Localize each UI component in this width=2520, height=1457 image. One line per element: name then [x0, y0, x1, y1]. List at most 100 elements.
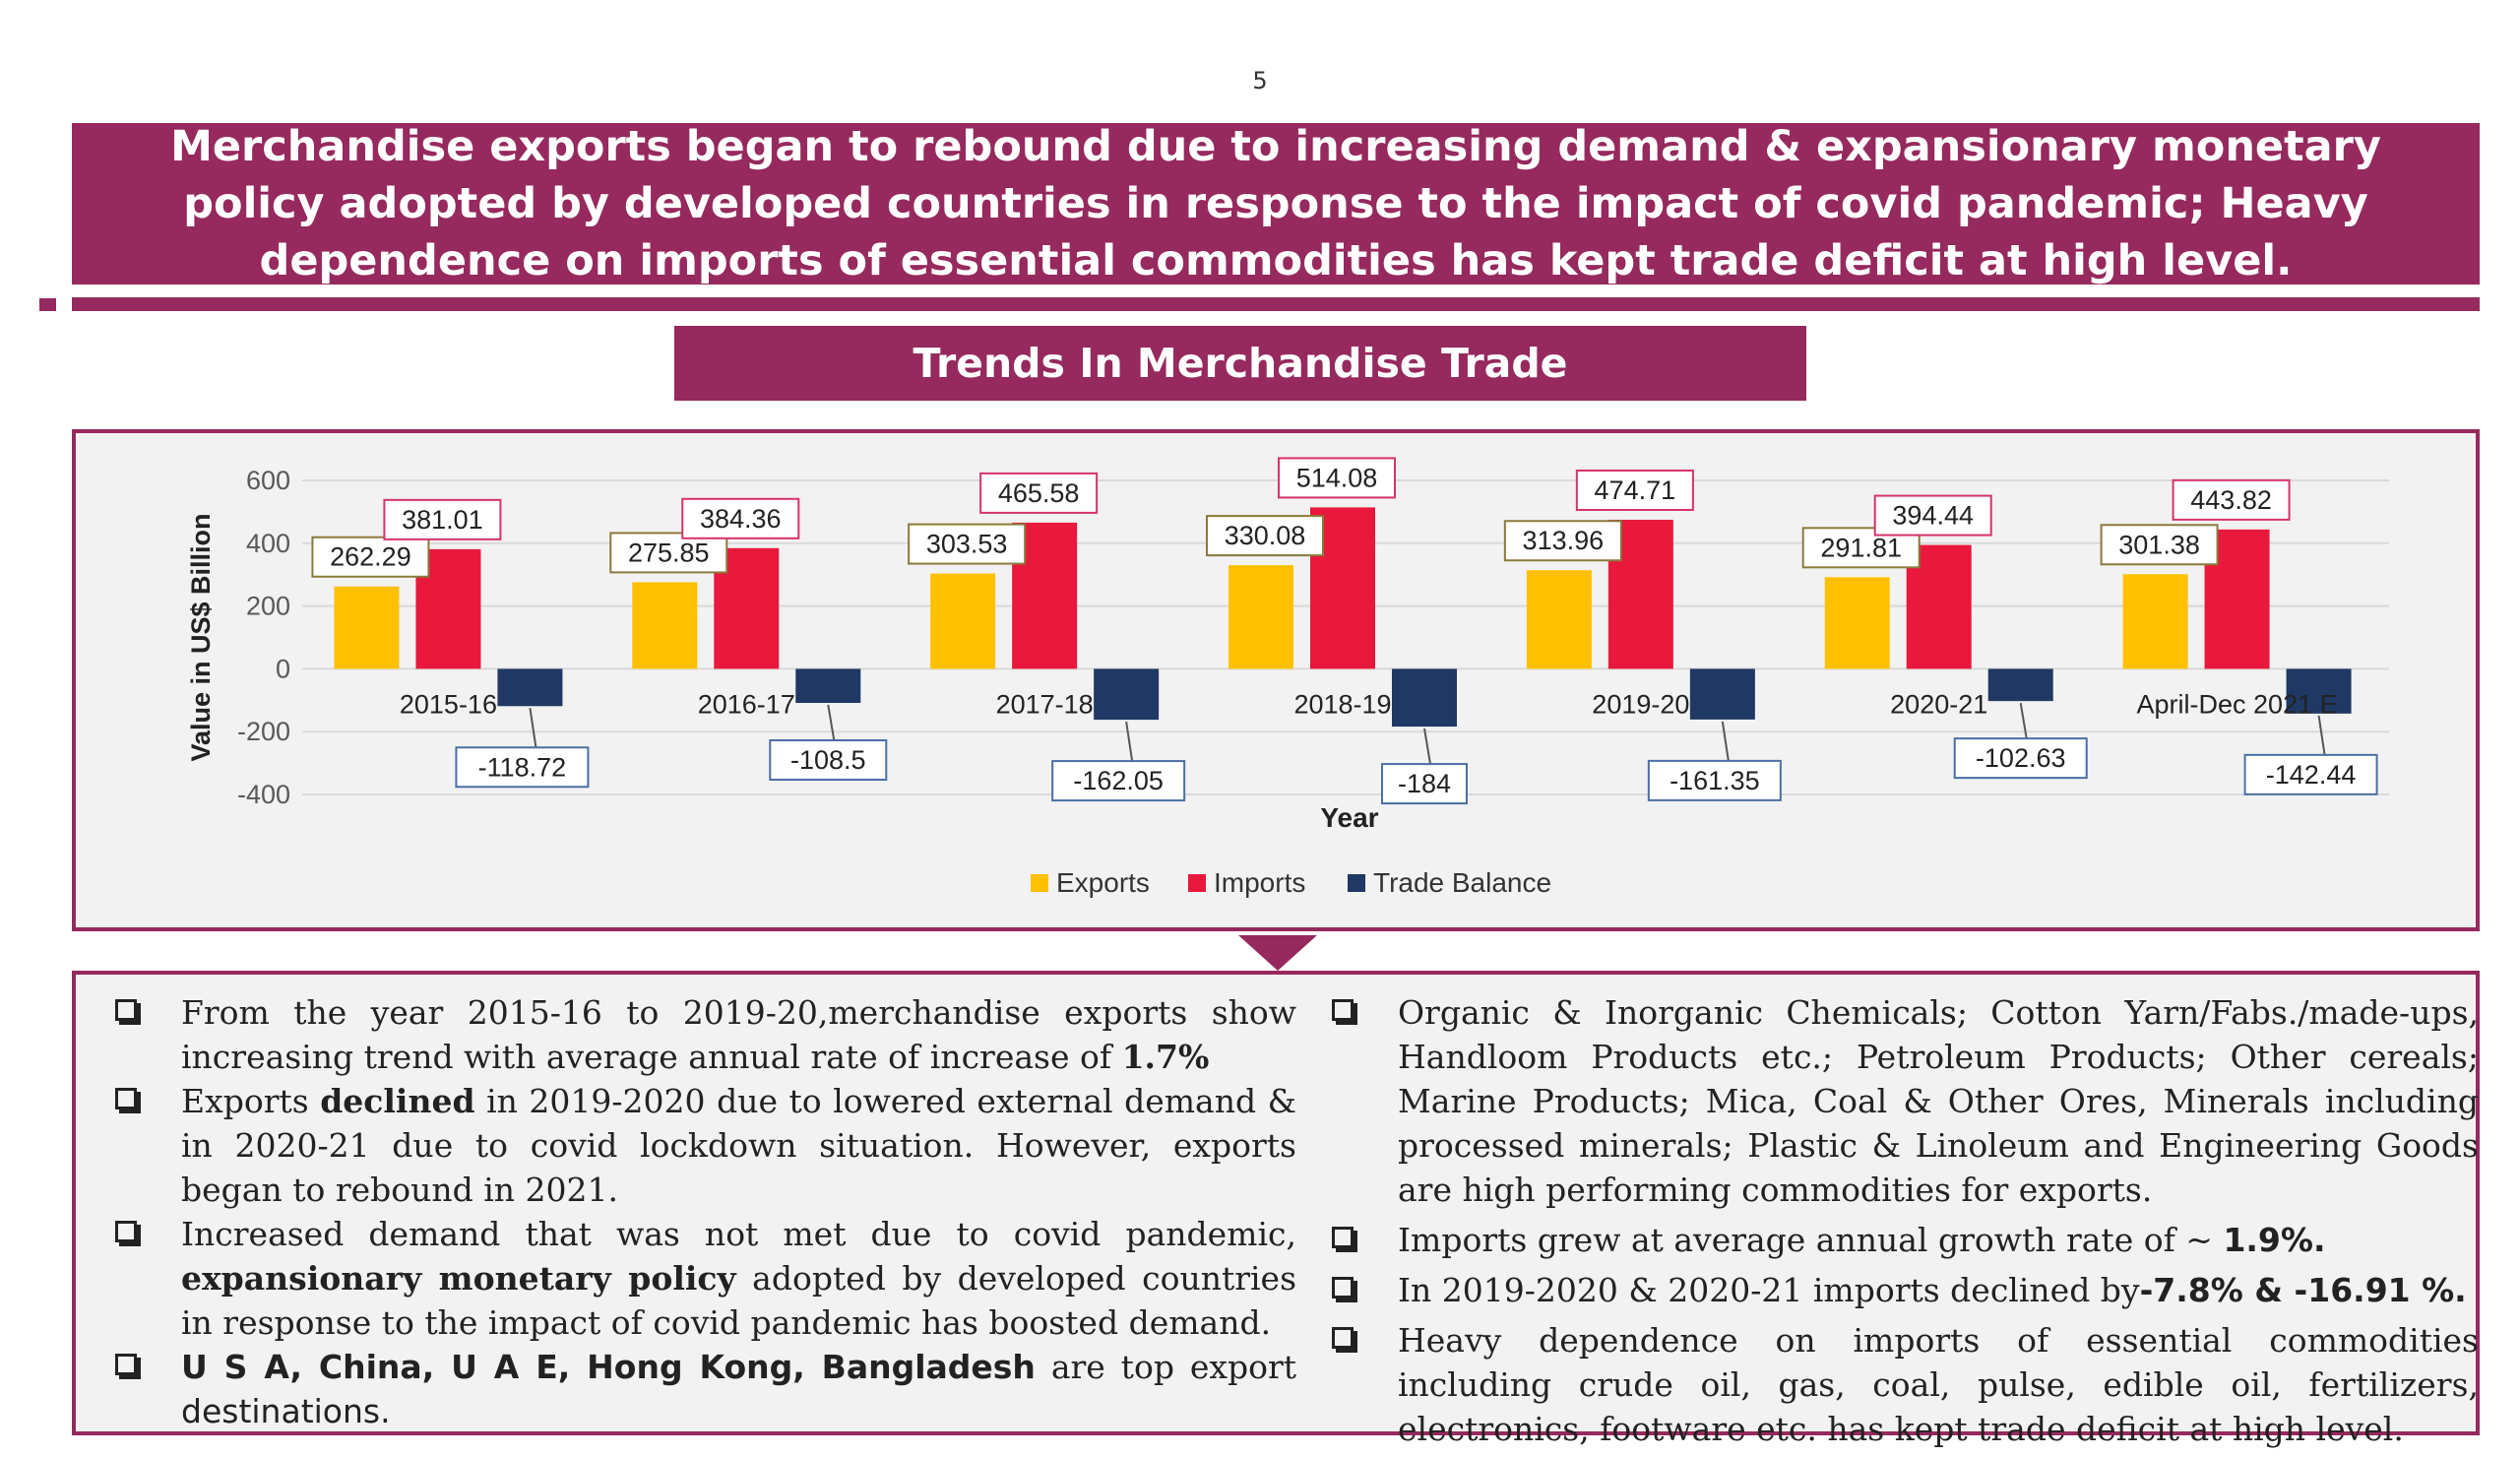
data-label: 474.71 — [1595, 475, 1676, 505]
right-bullet-item: Heavy dependence on imports of essential… — [1332, 1318, 2479, 1451]
right-bullet-item: Organic & Inorganic Chemicals; Cotton Ya… — [1332, 990, 2479, 1212]
checkbox-bullet-icon — [115, 1221, 137, 1242]
trade-chart: 600 400 200 0 -200 -400 Value in US$ Billion 20… — [186, 457, 2389, 898]
y-tick-label: -400 — [237, 780, 290, 809]
bullet-text-segment: in 2019-2020 due to lowered external dem… — [181, 1082, 1296, 1209]
legend-swatch — [1031, 874, 1048, 892]
bullet-text-segment: adopted by developed countries in respon… — [181, 1259, 1297, 1342]
bar-exports — [334, 586, 400, 669]
bar-trade-balance — [2286, 668, 2352, 714]
data-label-box — [1278, 457, 1396, 499]
data-label: -102.63 — [1976, 743, 2066, 773]
headline-text: Merchandise exports began to rebound due… — [170, 122, 2381, 285]
checkbox-bullet-icon — [115, 999, 137, 1021]
data-label-leader — [827, 704, 836, 741]
legend-label: Imports — [1214, 867, 1305, 898]
data-label-box — [908, 523, 1027, 565]
data-label: -161.35 — [1670, 766, 1760, 795]
bullet-text-segment: Heavy dependence on imports of essential… — [1398, 1321, 2479, 1448]
bullet-text-segment: Organic & Inorganic Chemicals; Cotton Ya… — [1398, 993, 2479, 1209]
bullet-text-segment: Exports — [181, 1082, 321, 1120]
data-label-leader — [1423, 728, 1431, 765]
data-label: -118.72 — [478, 752, 567, 782]
data-label-box — [1873, 494, 1992, 537]
right-bullet-item: In 2019-2020 & 2020-21 imports declined … — [1332, 1268, 2479, 1312]
page-number: 5 — [1252, 67, 1268, 95]
data-label-leader — [1721, 721, 1730, 762]
data-label-box — [2172, 478, 2291, 521]
notes-panel: From the year 2015-16 to 2019-20,merchan… — [72, 971, 2480, 1448]
x-tick-label: 2019-20 — [1592, 689, 1689, 719]
bullet-text-segment: 1.7% — [1121, 1038, 1210, 1076]
bar-exports — [632, 582, 698, 669]
data-label-leader — [1125, 721, 1134, 762]
chart-panel: 600 400 200 0 -200 -400 Value in US$ Billion 20… — [72, 429, 2480, 931]
bullet-text-segment: declined — [320, 1082, 475, 1120]
bullet-text-segment: Imports grew at average annual growth ra… — [1398, 1221, 2224, 1259]
x-tick-label: 2020-21 — [1890, 689, 1987, 719]
left-bullet-item: Increased demand that was not met due to… — [115, 1212, 1296, 1345]
data-label: 394.44 — [1892, 501, 1974, 531]
checkbox-bullet-icon — [1332, 1227, 1354, 1248]
notes-left-column: From the year 2015-16 to 2019-20,merchan… — [115, 990, 1296, 1433]
left-bullet-list: From the year 2015-16 to 2019-20,merchan… — [115, 990, 1296, 1433]
data-label: 275.85 — [628, 538, 710, 567]
checkbox-bullet-icon — [115, 1354, 137, 1375]
data-label-box — [1051, 760, 1186, 802]
data-label-leader — [2317, 715, 2326, 755]
left-bullet-item: From the year 2015-16 to 2019-20,merchan… — [115, 990, 1296, 1079]
bullet-text-segment: are top export — [1035, 1348, 1296, 1386]
y-axis-label: Value in US$ Billion — [186, 513, 216, 761]
data-label-box — [1503, 520, 1622, 562]
data-label: 514.08 — [1296, 463, 1378, 492]
legend-swatch — [1188, 874, 1206, 892]
bullet-text-segment: destinations. — [181, 1392, 391, 1430]
bullet-text-segment: -7.8% & -16.91 %. — [2139, 1271, 2467, 1309]
bullet-text-segment: In 2019-2020 & 2020-21 imports declined … — [1398, 1271, 2140, 1309]
legend-swatch — [1348, 874, 1365, 892]
data-label-box — [383, 498, 502, 540]
bar-exports — [930, 573, 996, 669]
notes-right-column: Organic & Inorganic Chemicals; Cotton Ya… — [1332, 990, 2479, 1457]
y-tick-label: 0 — [276, 654, 290, 683]
bullet-text-segment: From the year 2015-16 to 2019-20,merchan… — [181, 993, 1296, 1076]
x-tick-label: 2016-17 — [698, 689, 795, 719]
bar-exports — [1228, 565, 1293, 669]
right-bullet-item: Imports grew at average annual growth ra… — [1332, 1218, 2479, 1262]
data-label-leader — [2019, 702, 2028, 739]
bar-trade-balance — [1689, 668, 1755, 720]
data-label: 330.08 — [1225, 521, 1306, 550]
data-label: 381.01 — [402, 505, 483, 535]
data-label: 384.36 — [700, 504, 782, 534]
right-bullet-list: Organic & Inorganic Chemicals; Cotton Ya… — [1332, 990, 2479, 1451]
y-tick-label: 400 — [246, 529, 290, 558]
data-label: 443.82 — [2190, 485, 2272, 515]
checkbox-bullet-icon — [1332, 1327, 1354, 1349]
checkbox-bullet-icon — [1332, 1277, 1354, 1299]
bar-trade-balance — [1094, 668, 1160, 721]
data-label-box — [311, 536, 430, 578]
divider-rule — [72, 297, 2480, 311]
y-tick-label: 200 — [246, 592, 290, 621]
data-label: -108.5 — [790, 745, 866, 775]
data-label-box — [609, 532, 728, 574]
down-arrow — [1238, 935, 1317, 971]
headline-banner: Merchandise exports began to rebound due… — [72, 122, 2480, 285]
legend-label: Trade Balance — [1373, 867, 1551, 898]
x-tick-label: 2018-19 — [1293, 689, 1391, 719]
data-label: 301.38 — [2118, 530, 2200, 559]
checkbox-bullet-icon — [1332, 999, 1354, 1021]
data-label-box — [681, 497, 800, 539]
data-label-box — [1953, 737, 2088, 780]
x-tick-label: 2017-18 — [996, 689, 1094, 719]
left-bullet-item: U S A, China, U A E, Hong Kong, Banglade… — [115, 1345, 1296, 1433]
data-label: -142.44 — [2266, 760, 2357, 790]
data-label: 291.81 — [1820, 533, 1902, 562]
bullet-text-segment: expansionary monetary policy — [181, 1259, 736, 1298]
left-bullet-item: Exports declined in 2019-2020 due to low… — [115, 1079, 1296, 1212]
data-label-box — [1206, 515, 1324, 557]
data-label-box — [979, 472, 1099, 514]
bar-trade-balance — [795, 668, 861, 704]
bullet-text-segment: 1.9%. — [2223, 1221, 2326, 1259]
bar-trade-balance — [497, 668, 563, 707]
